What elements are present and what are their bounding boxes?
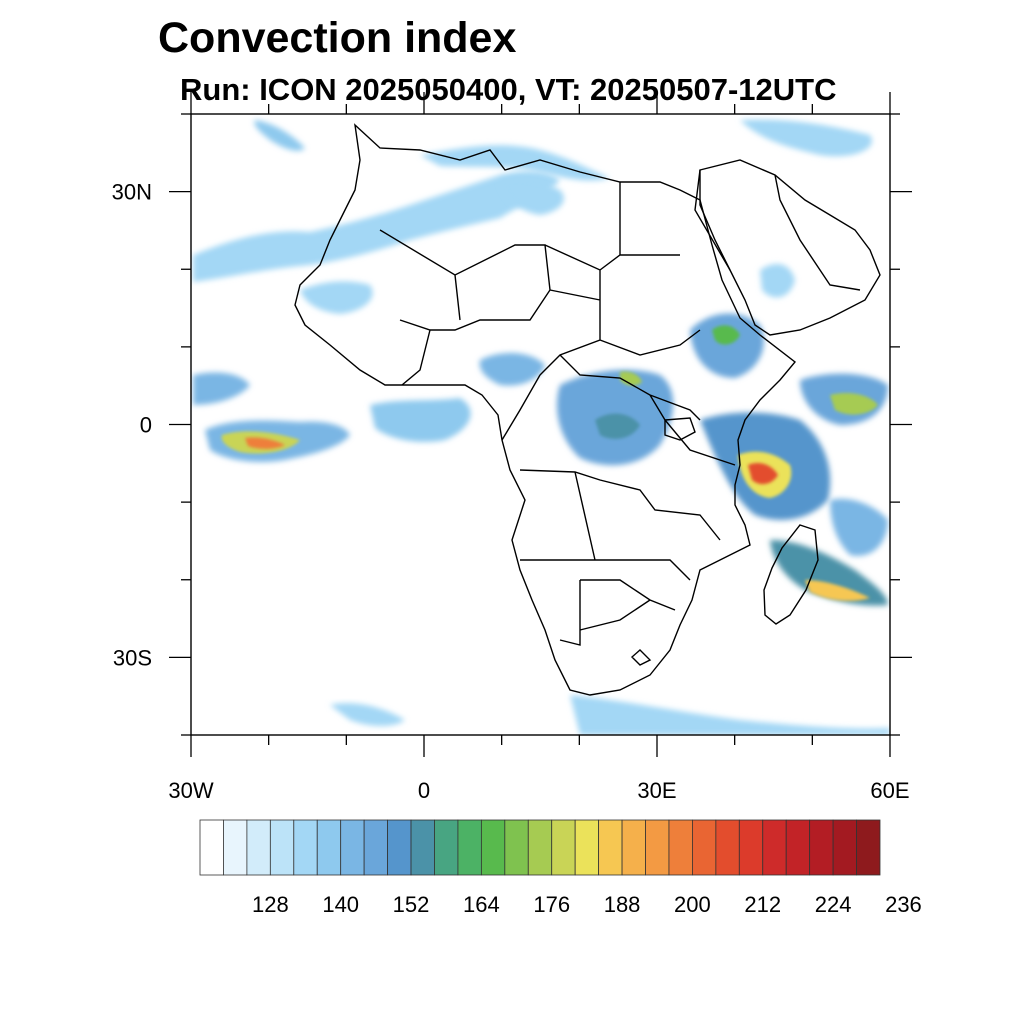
colorbar-box	[457, 819, 482, 876]
colorbar-box	[856, 819, 881, 876]
convection-field	[193, 119, 890, 735]
lat-tick-label: 30S	[113, 645, 152, 670]
colorbar-labels: 128 140 152 164 176 188 200 212 224 236	[252, 892, 922, 917]
lon-tick-label: 60E	[870, 778, 909, 803]
map-title: Convection index	[158, 14, 517, 62]
lon-tick-label: 0	[418, 778, 430, 803]
colorbar-tick-label: 200	[674, 892, 711, 917]
colorbar-box	[598, 819, 623, 876]
colorbar-tick-label: 224	[815, 892, 852, 917]
colorbar-box	[410, 819, 435, 876]
colorbar-tick-label: 212	[744, 892, 781, 917]
colorbar-box	[692, 819, 717, 876]
lake-victoria-outline	[664, 417, 696, 441]
colorbar-box	[621, 819, 646, 876]
north-africa-band	[300, 281, 373, 314]
north-africa-band	[193, 171, 560, 282]
colorbar-box	[551, 819, 576, 876]
colorbar-box	[738, 819, 764, 876]
madagascar-outline	[763, 524, 819, 625]
lon-tick-label: 30E	[637, 778, 676, 803]
atlantic-equatorial-band	[193, 372, 250, 405]
colorbar-box	[668, 819, 693, 876]
atlantic-equatorial-band	[370, 398, 471, 442]
colorbar-box	[269, 819, 295, 876]
colorbar-box	[504, 819, 529, 876]
north-africa-band	[254, 120, 305, 151]
east-africa-coast-core	[830, 393, 878, 415]
colorbar-tick-label: 128	[252, 892, 289, 917]
colorbar-box	[199, 819, 224, 876]
colorbar-box	[527, 819, 553, 876]
colorbar-box	[645, 819, 670, 876]
colorbar-box	[785, 819, 811, 876]
congo-basin	[479, 353, 545, 386]
north-africa-band	[500, 178, 564, 215]
east-africa-coast-hot	[748, 463, 778, 485]
map-subtitle: Run: ICON 2025050400, VT: 20250507-12UTC	[180, 72, 837, 107]
colorbar-tick-label: 164	[463, 892, 500, 917]
congo-basin	[595, 413, 640, 439]
colorbar-box	[434, 819, 459, 876]
africa-coastline	[294, 123, 797, 696]
southwest-indian-ocean-core	[805, 580, 870, 601]
lat-tick-label: 0	[140, 413, 152, 438]
southwest-indian-ocean	[830, 498, 888, 556]
colorbar-tick-label: 176	[533, 892, 570, 917]
ethiopian-highlands	[690, 313, 764, 378]
southern-ocean-band	[330, 703, 405, 726]
colorbar-box	[762, 819, 787, 876]
colorbar-box	[293, 819, 318, 876]
colorbar-box	[316, 819, 342, 876]
colorbar-box	[340, 819, 365, 876]
southern-ocean-band	[570, 695, 890, 735]
map-outlines	[294, 123, 881, 696]
arabia-coastline	[699, 159, 881, 336]
colorbar-box	[574, 819, 600, 876]
colorbar-box	[832, 819, 857, 876]
ethiopian-highlands	[712, 325, 740, 345]
country-borders	[379, 169, 861, 666]
lon-tick-label: 30W	[168, 778, 213, 803]
north-africa-band	[740, 119, 872, 157]
colorbar-box	[715, 819, 740, 876]
colorbar-box	[480, 819, 506, 876]
axis-ticks	[169, 92, 912, 757]
colorbar-box	[223, 819, 248, 876]
colorbar-tick-label: 152	[393, 892, 430, 917]
north-africa-band	[760, 264, 795, 298]
atlantic-equatorial-hot	[245, 437, 285, 449]
southwest-indian-ocean	[770, 540, 888, 606]
north-africa-band	[420, 145, 610, 181]
colorbar-box	[809, 819, 834, 876]
colorbar-box	[387, 819, 412, 876]
colorbar-tick-label: 188	[604, 892, 641, 917]
congo-basin	[620, 371, 642, 386]
colorbar	[199, 819, 881, 876]
axis-labels: 30N 0 30S 30W 0 30E 60E	[112, 180, 910, 803]
lat-tick-label: 30N	[112, 180, 152, 205]
colorbar-box	[363, 819, 388, 876]
colorbar-box	[246, 819, 271, 876]
colorbar-tick-label: 140	[322, 892, 359, 917]
colorbar-tick-label: 236	[885, 892, 922, 917]
